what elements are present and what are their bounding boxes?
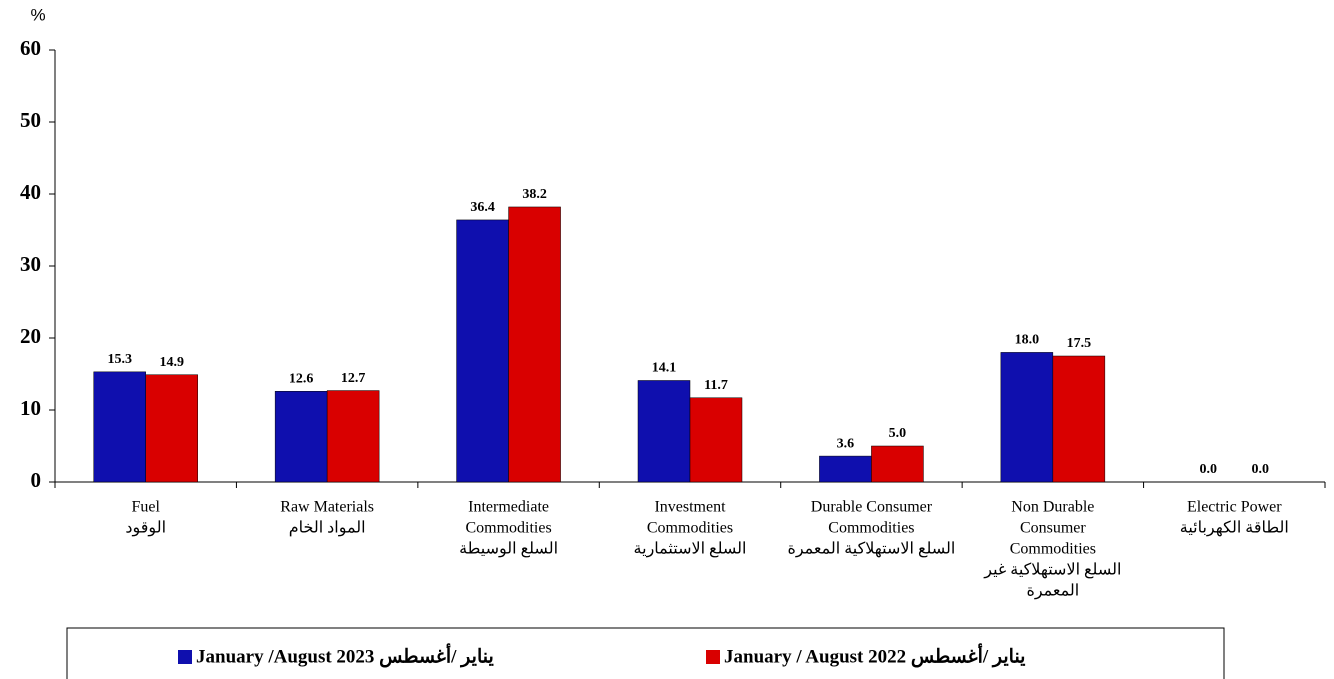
x-tick-label: المعمرة	[1026, 583, 1079, 600]
x-tick-label: الطاقة الكهربائية	[1180, 520, 1289, 537]
legend-box	[66, 627, 1225, 679]
value-label: 0.0	[1200, 462, 1218, 477]
bar	[274, 391, 328, 483]
y-tick-label: 0	[31, 468, 42, 492]
bar	[508, 206, 561, 483]
bar	[1000, 352, 1054, 483]
y-tick-label: 40	[20, 180, 41, 204]
value-label: 36.4	[470, 200, 495, 215]
x-tick-label: Non Durable	[1011, 499, 1094, 516]
y-tick-label: 50	[20, 108, 41, 132]
legend-swatch	[178, 650, 192, 664]
bar	[145, 374, 198, 483]
x-tick-label: Commodities	[465, 520, 551, 537]
x-tick-label: Commodities	[1010, 541, 1096, 558]
bar	[689, 397, 743, 483]
value-label: 0.0	[1252, 462, 1270, 477]
legend-swatch	[706, 650, 720, 664]
value-label: 14.1	[652, 361, 677, 376]
x-tick-label: Consumer	[1020, 520, 1086, 537]
bar	[1052, 355, 1106, 483]
x-tick-label: السلع الاستهلاكية المعمرة	[787, 541, 955, 558]
x-tick-label: Fuel	[131, 499, 160, 516]
y-tick-label: 10	[20, 396, 41, 420]
y-tick-label: 60	[20, 36, 41, 60]
x-tick-label: Investment	[654, 499, 726, 516]
value-label: 5.0	[889, 426, 907, 441]
y-axis-label: %	[30, 5, 45, 24]
x-tick-label: Electric Power	[1187, 499, 1282, 516]
bar	[456, 219, 509, 483]
value-label: 3.6	[837, 436, 855, 451]
value-label: 17.5	[1067, 336, 1092, 351]
value-label: 14.9	[159, 355, 184, 370]
y-tick-label: 30	[20, 252, 41, 276]
bar	[637, 380, 691, 483]
bar	[326, 390, 380, 483]
x-tick-label: Durable Consumer	[811, 499, 933, 516]
value-label: 12.6	[289, 371, 314, 386]
value-label: 38.2	[522, 187, 547, 202]
x-tick-label: السلع الاستهلاكية غير	[983, 562, 1121, 579]
x-tick-label: Commodities	[647, 520, 733, 537]
bar	[871, 445, 924, 483]
legend-label: January /August 2023 يناير /أغسطس	[196, 642, 494, 667]
x-tick-label: السلع الاستثمارية	[634, 541, 747, 558]
x-tick-label: المواد الخام	[289, 520, 366, 537]
value-label: 12.7	[341, 371, 366, 386]
x-tick-label: Raw Materials	[280, 499, 374, 516]
legend-label: January / August 2022 يناير /أغسطس	[724, 642, 1025, 667]
bar	[819, 455, 872, 483]
x-tick-label: الوقود	[125, 520, 166, 537]
y-tick-label: 20	[20, 324, 41, 348]
x-tick-label: السلع الوسيطة	[459, 541, 558, 558]
value-label: 11.7	[704, 378, 728, 393]
x-tick-label: Commodities	[828, 520, 914, 537]
x-tick-label: Intermediate	[468, 499, 549, 516]
value-label: 18.0	[1015, 333, 1040, 348]
bar	[93, 371, 146, 483]
value-label: 15.3	[107, 352, 132, 367]
